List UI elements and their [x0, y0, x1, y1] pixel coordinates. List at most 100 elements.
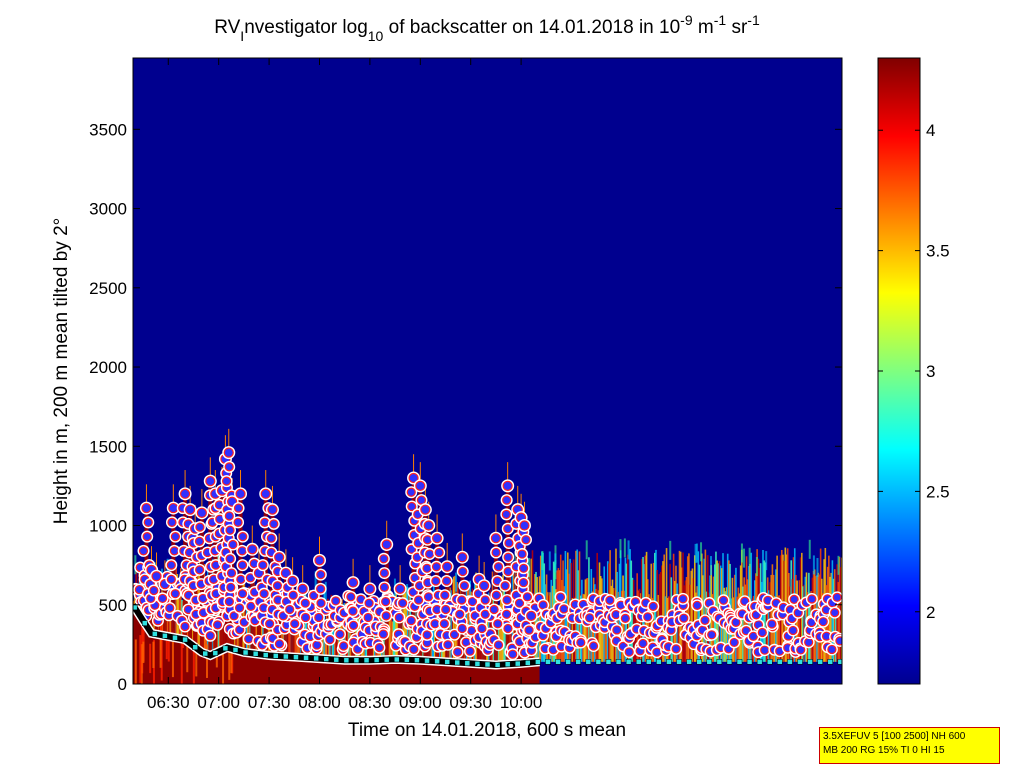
cloud-base-marker: [202, 650, 208, 657]
cloud-marker: [480, 595, 490, 605]
cloud-marker: [491, 590, 501, 600]
cloud-marker: [757, 627, 767, 638]
cloud-base-marker: [242, 649, 249, 656]
cloud-base-marker: [343, 657, 350, 663]
cloud-marker: [740, 596, 750, 606]
aerosol-column: [304, 589, 307, 658]
cloud-marker: [379, 568, 389, 578]
cloud-base-marker: [152, 631, 158, 637]
cloud-marker: [501, 509, 511, 520]
x-axis-label: Time on 14.01.2018, 600 s mean: [348, 720, 626, 741]
cloud-marker: [741, 626, 751, 636]
cloud-base-marker: [716, 659, 723, 665]
cloud-marker: [832, 592, 842, 602]
cloud-marker: [502, 480, 513, 491]
y-tick-label: 3000: [89, 200, 127, 219]
cloud-marker: [490, 533, 502, 544]
cloud-base-marker: [394, 656, 400, 663]
y-tick-label: 1500: [89, 437, 127, 456]
cloud-marker: [316, 598, 326, 608]
settings-info-box: 3.5XEFUV 5 [100 2500] NH 600 MB 200 RG 1…: [819, 727, 1000, 764]
cloud-marker: [225, 554, 235, 564]
cloud-marker: [493, 562, 504, 572]
cloud-marker: [423, 592, 434, 602]
ground-streak: [142, 641, 145, 664]
haze-column: [541, 551, 544, 571]
cloud-marker: [459, 581, 469, 591]
cloud-marker: [789, 594, 799, 605]
y-tick-label: 0: [118, 675, 127, 694]
ground-streak: [139, 635, 142, 683]
cloud-base-marker: [807, 659, 813, 665]
cloud-base-marker: [575, 659, 581, 665]
cloud-marker: [458, 566, 468, 577]
cloud-marker: [285, 604, 295, 615]
cloud-marker: [408, 472, 419, 484]
cloud-base-marker: [666, 659, 672, 665]
cloud-marker: [348, 620, 359, 630]
cloud-marker: [605, 595, 615, 605]
cloud-marker: [196, 507, 207, 518]
colorbar-ticks: 2 2.5 3 3.5 4: [878, 121, 950, 622]
cloud-marker: [407, 544, 417, 554]
aerosol-column: [803, 584, 805, 662]
y-tick-label: 500: [99, 596, 127, 615]
cloud-marker: [335, 629, 345, 639]
cloud-marker: [233, 503, 244, 513]
haze-column: [700, 542, 703, 562]
cloud-base-marker: [454, 659, 461, 666]
cloud-base-marker: [424, 657, 430, 664]
cloud-marker: [179, 488, 191, 499]
aerosol-column: [690, 570, 693, 662]
cloud-marker: [415, 480, 426, 491]
aerosol-column: [261, 611, 263, 655]
cloud-base-marker: [777, 659, 783, 665]
cloud-marker: [234, 603, 245, 613]
cloud-marker: [430, 619, 440, 629]
cloud-marker: [457, 552, 468, 563]
cloud-marker: [707, 630, 717, 640]
aerosol-column: [835, 594, 837, 662]
aerosol-column: [765, 593, 768, 662]
cloud-marker: [363, 612, 373, 623]
cloud-marker: [331, 596, 341, 606]
aerosol-column: [766, 577, 769, 662]
cloud-marker: [434, 547, 444, 558]
cloud-marker: [224, 462, 234, 472]
ground-streak: [222, 643, 225, 684]
cloud-column: [171, 508, 176, 638]
cloud-marker: [229, 611, 239, 621]
cloud-marker: [788, 625, 798, 636]
haze-column: [755, 557, 758, 577]
cloud-base-marker: [484, 661, 491, 668]
cloud-marker: [624, 647, 634, 657]
cloud-marker: [280, 567, 291, 579]
cloud-marker: [236, 574, 246, 585]
cloud-base-marker: [192, 644, 198, 650]
cloud-marker: [297, 583, 308, 595]
aerosol-column: [514, 600, 516, 664]
cloud-marker: [274, 552, 285, 563]
cloud-marker: [260, 517, 270, 527]
cloud-marker: [379, 582, 389, 592]
cloud-marker: [431, 562, 442, 572]
cloud-marker: [718, 595, 729, 605]
cloud-marker: [612, 625, 622, 635]
cloud-marker: [167, 517, 177, 527]
plot-area: 06:30 07:00 07:30 08:00 08:30 09:00 09:30 10:00…: [89, 57, 843, 712]
info-line-2: MB 200 RG 15% TI 0 HI 15: [823, 745, 945, 756]
cloud-marker: [314, 612, 324, 623]
cloud-marker: [142, 532, 152, 542]
cloud-marker: [692, 600, 702, 610]
ground-streak: [171, 628, 174, 678]
cloud-marker: [555, 592, 566, 602]
aerosol-column: [631, 577, 634, 662]
cloud-marker: [449, 630, 460, 640]
ground-streak: [192, 640, 195, 684]
cloud-marker: [443, 640, 453, 650]
cloud-marker: [141, 502, 152, 514]
cloud-marker: [514, 598, 525, 608]
chart-title: RVInvestigator log10 of backscatter on 1…: [214, 12, 760, 44]
cloud-base-marker: [464, 660, 471, 666]
cloud-marker: [425, 549, 435, 559]
